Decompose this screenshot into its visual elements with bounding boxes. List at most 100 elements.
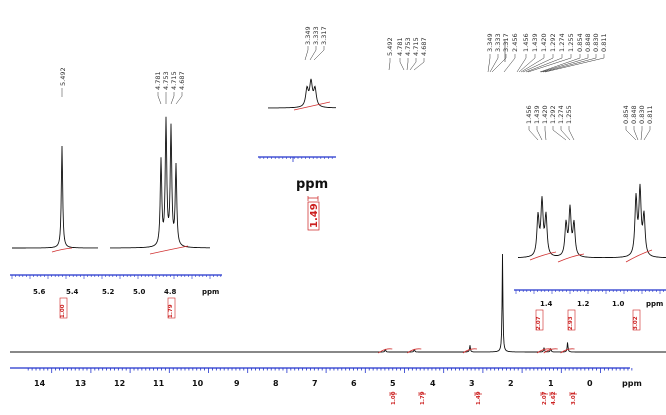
inset-unit-label: ppm — [646, 300, 663, 308]
main-integral-labels: 1.00 1.79 1.49 2.07 4.62 3.01 — [391, 391, 577, 405]
top-peak-label: 5.492 — [386, 37, 394, 56]
inset-unit-label: ppm — [296, 177, 328, 192]
inset-tick-label: 5.6 — [33, 288, 46, 296]
inset-integral-curve — [625, 249, 653, 263]
peak-label-connector — [527, 54, 572, 73]
inset-peak-label: 3.349 — [304, 26, 312, 45]
main-integral-label-0-84: 3.01 — [571, 391, 577, 405]
inset-peak-label: 0.811 — [646, 105, 654, 124]
inset-tick-label: 4.8 — [164, 288, 177, 296]
x-tick-label: 1 — [548, 379, 554, 388]
peak-label-connector — [536, 126, 543, 141]
x-tick-label: 9 — [234, 379, 240, 388]
peak-label-connector — [157, 92, 162, 105]
peak-label-connector — [175, 92, 183, 105]
inset-integral-label: 2.07 — [536, 316, 542, 330]
peak-label-connector — [542, 54, 597, 73]
main-integral-curve — [378, 348, 393, 354]
peak-label-connector — [518, 54, 536, 73]
inset-methine-trace — [268, 78, 336, 109]
inset-peak-label: 3.333 — [312, 26, 320, 45]
peak-label-connector — [560, 126, 571, 141]
inset-integral-label: 1.49 — [309, 203, 320, 228]
inset-integral-box — [59, 297, 68, 319]
main-integral-bracket — [389, 392, 397, 396]
peak-label-connector — [313, 46, 325, 61]
main-integral-bracket — [474, 392, 482, 396]
inset-tick-label: 1.2 — [577, 300, 590, 308]
peak-label-connector — [487, 54, 491, 73]
top-peak-label: 4.715 — [412, 37, 420, 56]
inset-integral-curve — [529, 251, 557, 261]
main-integral-curve — [543, 348, 558, 354]
x-tick-label: 4 — [430, 379, 436, 388]
top-peak-label: 0.811 — [600, 33, 608, 52]
top-peak-labels-group-a: 5.492 4.781 4.753 4.715 4.687 — [386, 37, 428, 56]
inset-peak-label: 0.848 — [630, 105, 638, 124]
x-tick-label: 2 — [508, 379, 514, 388]
x-tick-label: 0 — [587, 379, 593, 388]
main-x-axis: 14 13 12 11 10 9 8 7 6 5 4 3 2 1 0 ppm — [34, 379, 642, 388]
main-integral-bracket — [549, 392, 557, 396]
inset-integral-label: 1.79 — [168, 304, 174, 318]
main-integral-label-1-44: 2.07 — [542, 391, 548, 405]
inset-peak-label: 1.274 — [557, 105, 565, 124]
peak-label-connector — [544, 126, 547, 141]
inset-olefin: 5.492 4.781 4.753 4.715 4.687 5.6 5.4 5.… — [33, 67, 219, 318]
x-tick-label: 5 — [390, 379, 396, 388]
inset-peak-label: 3.317 — [320, 26, 328, 45]
main-integral-label-4-75: 1.79 — [420, 391, 426, 405]
main-integral-curve — [462, 348, 478, 354]
inset-olefin-multiplet-trace — [110, 116, 210, 249]
x-tick-label: 14 — [34, 379, 46, 388]
inset-integral-label: 1.00 — [60, 304, 66, 318]
inset-methine: 3.349 3.333 3.317 ppm 1.49 — [296, 26, 328, 228]
x-tick-label: 10 — [192, 379, 204, 388]
top-peak-label: 4.687 — [420, 37, 428, 56]
peak-label-connector — [540, 54, 589, 73]
peak-label-connector — [170, 92, 175, 105]
peak-label-connector — [643, 126, 651, 141]
peak-label-connector — [539, 54, 581, 73]
peak-label-connector — [491, 54, 507, 73]
main-integral-curve — [407, 348, 422, 354]
top-peak-label: 3.317 — [502, 33, 510, 52]
peak-label-connector — [406, 58, 409, 71]
inset-olefin-singlet-trace — [12, 145, 98, 249]
main-integral-curve — [536, 348, 552, 354]
peak-label-connector — [409, 58, 417, 71]
inset-peak-label: 4.715 — [170, 71, 178, 90]
top-peak-label: 1.292 — [549, 33, 557, 52]
peak-label-connector — [525, 54, 563, 73]
peak-label-connector — [413, 58, 425, 71]
inset-tick-label: 5.2 — [102, 288, 115, 296]
inset-integral-box — [632, 309, 641, 331]
x-tick-label: 7 — [312, 379, 318, 388]
peak-label-connector — [568, 126, 575, 141]
peak-label-connector — [640, 126, 643, 141]
inset-integral-curve — [293, 101, 331, 111]
inset-integral-curve — [557, 253, 585, 263]
top-peak-label: 3.349 — [486, 33, 494, 52]
peak-label-connector — [633, 126, 639, 141]
main-spectrum-trace — [10, 253, 666, 353]
top-peak-label: 0.854 — [576, 33, 584, 52]
x-tick-label: 13 — [75, 379, 86, 388]
inset-peak-label: 5.492 — [59, 67, 67, 86]
top-peak-label: 0.830 — [592, 33, 600, 52]
top-peak-label: 0.848 — [584, 33, 592, 52]
inset-peak-label: 1.255 — [565, 105, 573, 124]
inset-aliphatic-trace — [518, 183, 666, 259]
inset-peak-label: 0.830 — [638, 105, 646, 124]
main-integral-bracket — [540, 392, 548, 396]
inset-peak-label: 1.420 — [541, 105, 549, 124]
inset-unit-label: ppm — [202, 288, 219, 296]
top-peak-label: 4.753 — [404, 37, 412, 56]
peak-label-connector — [625, 126, 637, 141]
top-peak-label: 1.456 — [522, 33, 530, 52]
top-peak-labels-group-b: 3.349 3.333 3.317 2.456 1.456 1.439 1.42… — [486, 33, 608, 52]
peak-label-connector — [388, 58, 391, 71]
inset-peak-label: 1.292 — [549, 105, 557, 124]
top-peak-label: 1.255 — [567, 33, 575, 52]
x-tick-label: 11 — [153, 379, 165, 388]
